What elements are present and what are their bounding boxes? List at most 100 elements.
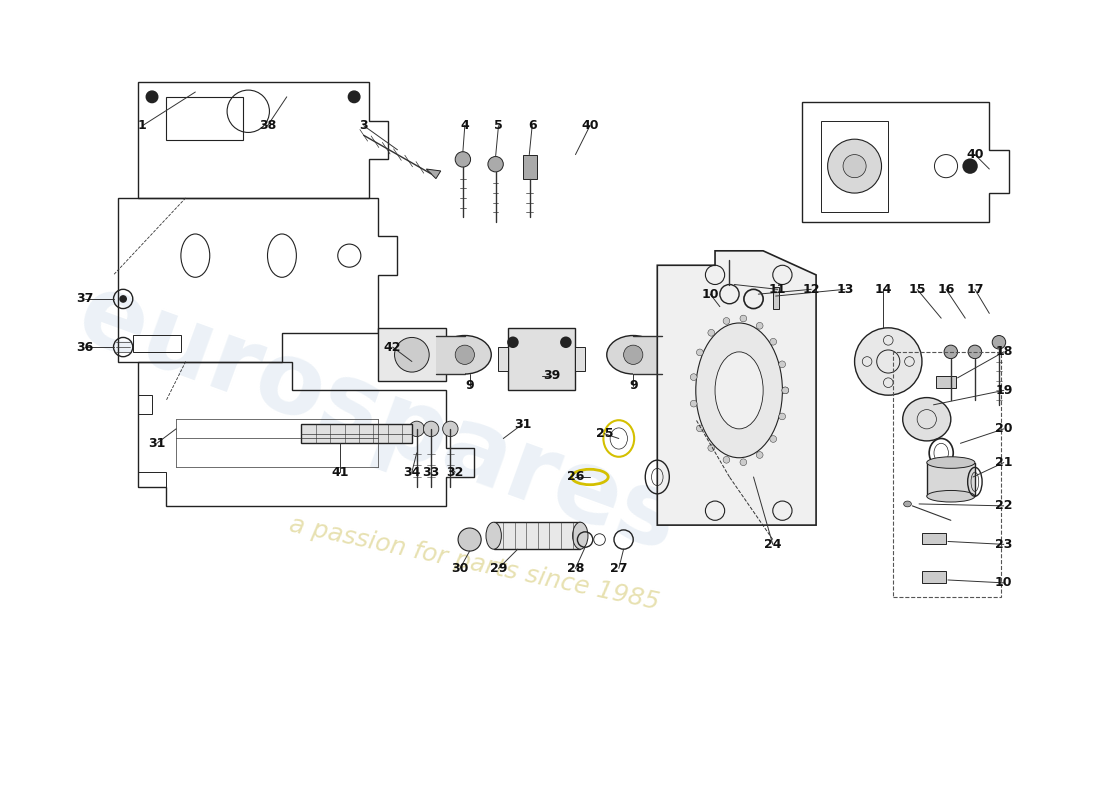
Circle shape [708, 330, 715, 336]
Circle shape [757, 452, 763, 458]
Text: 15: 15 [909, 283, 926, 296]
Text: 22: 22 [996, 499, 1012, 512]
Polygon shape [658, 251, 816, 525]
Circle shape [770, 436, 777, 442]
Text: 13: 13 [836, 283, 854, 296]
Text: 31: 31 [514, 418, 531, 430]
Bar [436, 335, 465, 374]
Circle shape [409, 421, 425, 437]
Circle shape [691, 400, 697, 407]
Bar [133, 334, 180, 352]
Circle shape [507, 337, 519, 348]
Text: 21: 21 [996, 456, 1012, 469]
Text: 12: 12 [803, 283, 820, 296]
Ellipse shape [903, 398, 950, 441]
Ellipse shape [438, 335, 492, 374]
Circle shape [349, 91, 360, 102]
Circle shape [944, 345, 958, 358]
Text: 40: 40 [581, 119, 598, 132]
Bar [821, 121, 889, 212]
Circle shape [827, 139, 881, 193]
Circle shape [119, 295, 126, 302]
Bar [893, 352, 1001, 598]
Circle shape [624, 345, 642, 364]
Text: 27: 27 [610, 562, 627, 575]
Ellipse shape [715, 352, 763, 429]
Text: 39: 39 [542, 370, 560, 382]
Circle shape [779, 361, 785, 368]
Text: 33: 33 [422, 466, 440, 478]
Ellipse shape [607, 335, 660, 374]
Circle shape [455, 345, 474, 364]
Bar [378, 328, 446, 381]
Bar [522, 154, 537, 178]
Ellipse shape [927, 490, 975, 502]
Circle shape [843, 154, 866, 178]
Text: 41: 41 [331, 466, 349, 478]
Text: 9: 9 [465, 379, 474, 392]
Bar [508, 328, 575, 390]
Bar [773, 287, 779, 309]
Circle shape [691, 374, 697, 381]
Circle shape [770, 338, 777, 345]
Text: 23: 23 [996, 538, 1012, 551]
Text: 19: 19 [996, 384, 1012, 397]
Circle shape [458, 528, 481, 551]
Circle shape [708, 295, 732, 318]
Circle shape [560, 337, 572, 348]
Bar [498, 347, 508, 371]
Ellipse shape [904, 501, 912, 507]
Circle shape [855, 328, 922, 395]
Text: 11: 11 [769, 283, 786, 296]
Text: 34: 34 [404, 466, 420, 478]
Circle shape [488, 157, 504, 172]
Text: 10: 10 [996, 576, 1012, 590]
Ellipse shape [696, 323, 782, 458]
Text: 25: 25 [595, 427, 613, 440]
Text: 10: 10 [702, 288, 719, 301]
Text: 37: 37 [76, 293, 94, 306]
Bar [927, 462, 975, 496]
Text: 29: 29 [490, 562, 507, 575]
Text: 16: 16 [937, 283, 955, 296]
Circle shape [782, 387, 789, 394]
Bar [634, 335, 662, 374]
Circle shape [696, 349, 703, 356]
Bar [575, 347, 585, 371]
Text: 32: 32 [447, 466, 464, 478]
Polygon shape [936, 376, 956, 389]
Text: 5: 5 [494, 119, 503, 132]
Circle shape [424, 421, 439, 437]
Circle shape [992, 335, 1005, 349]
Text: a passion for parts since 1985: a passion for parts since 1985 [287, 513, 662, 614]
Text: 20: 20 [996, 422, 1012, 435]
Bar [138, 395, 152, 414]
Bar [922, 571, 946, 583]
Text: eurospares: eurospares [65, 266, 692, 573]
Text: 6: 6 [528, 119, 537, 132]
Bar [166, 97, 243, 140]
Circle shape [455, 152, 471, 167]
Bar [138, 472, 166, 486]
Text: 18: 18 [996, 346, 1012, 358]
Circle shape [395, 338, 429, 372]
Circle shape [782, 387, 789, 394]
Circle shape [146, 91, 157, 102]
Text: 9: 9 [629, 379, 638, 392]
Text: 14: 14 [874, 283, 892, 296]
Text: 1: 1 [138, 119, 146, 132]
Text: 38: 38 [258, 119, 276, 132]
Circle shape [708, 445, 715, 451]
Circle shape [723, 318, 729, 324]
Text: 3: 3 [360, 119, 368, 132]
Polygon shape [427, 169, 441, 178]
Text: 40: 40 [966, 148, 983, 161]
Text: 31: 31 [148, 437, 165, 450]
Circle shape [696, 425, 703, 432]
Circle shape [740, 459, 747, 466]
Circle shape [757, 322, 763, 329]
Text: 4: 4 [461, 119, 470, 132]
Text: 28: 28 [566, 562, 584, 575]
Circle shape [968, 345, 981, 358]
Text: 24: 24 [764, 538, 781, 551]
